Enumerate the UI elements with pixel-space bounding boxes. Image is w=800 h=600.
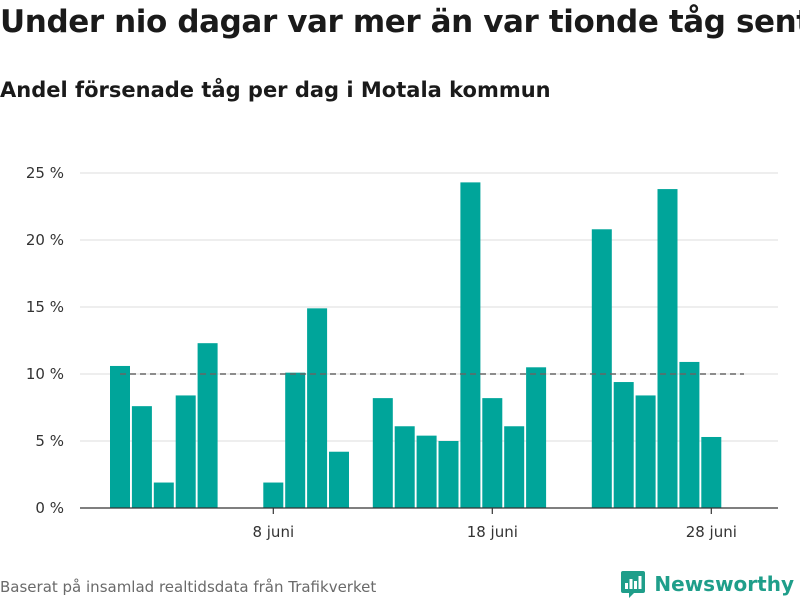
bar	[679, 361, 700, 508]
bar	[438, 441, 459, 508]
bar	[416, 435, 437, 508]
bar	[372, 398, 393, 508]
y-tick-label: 0 %	[35, 499, 64, 517]
bar	[175, 395, 196, 508]
source-note: Baserat på insamlad realtidsdata från Tr…	[0, 578, 377, 596]
newsworthy-logo-icon	[621, 571, 646, 598]
bar	[635, 395, 656, 508]
bar	[482, 398, 503, 508]
bar	[591, 229, 612, 508]
bar	[153, 482, 174, 508]
bar	[285, 372, 306, 508]
x-tick-label: 28 juni	[686, 523, 737, 541]
y-tick-label: 5 %	[35, 432, 64, 450]
x-tick-label: 18 juni	[467, 523, 518, 541]
chart-subtitle: Andel försenade tåg per dag i Motala kom…	[0, 78, 551, 102]
axes: 0 % 5 % 10 % 15 % 20 % 25 % 8 juni 18 juni 28 ju…	[26, 164, 778, 541]
brand-name: Newsworthy	[654, 572, 794, 596]
bar	[701, 436, 722, 508]
brand-logo[interactable]: Newsworthy	[620, 569, 794, 599]
bar	[657, 189, 678, 508]
bar	[110, 365, 130, 508]
bar	[197, 343, 218, 508]
chart-title: Under nio dagar var mer än var tionde tå…	[0, 4, 800, 40]
y-tick-label: 20 %	[26, 231, 64, 249]
bar	[460, 182, 481, 508]
bar	[504, 426, 525, 508]
bar	[613, 382, 634, 508]
bar	[131, 406, 152, 508]
x-tick-label: 8 juni	[252, 523, 294, 541]
y-tick-label: 15 %	[26, 298, 64, 316]
bar	[526, 367, 547, 508]
y-tick-label: 10 %	[26, 365, 64, 383]
bar	[329, 451, 349, 508]
y-tick-label: 25 %	[26, 164, 64, 182]
bar	[263, 482, 284, 508]
bar	[394, 426, 415, 508]
bar	[307, 308, 328, 508]
bars	[110, 182, 722, 508]
